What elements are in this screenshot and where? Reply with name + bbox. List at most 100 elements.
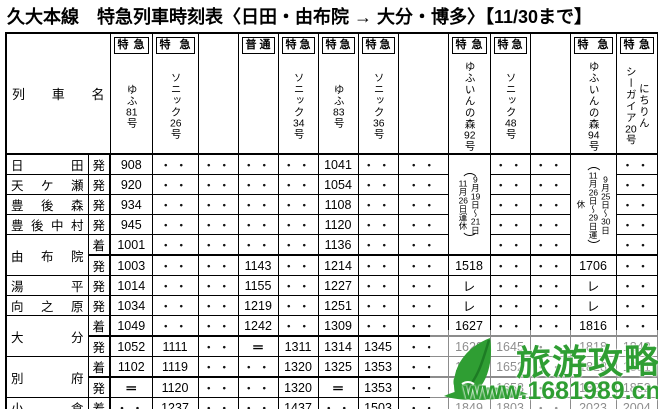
station-name: 由布院 — [11, 249, 84, 264]
timetable: 列車名特急ゆふ81号特急ソニック26号普通特急ソニック34号特急ゆふ83号特急ソ… — [5, 32, 658, 409]
time-cell: ・・ — [357, 174, 399, 195]
time-cell: ・・ — [489, 153, 531, 175]
time-cell: ・・ — [197, 153, 239, 175]
time-cell: 1003 — [109, 254, 153, 276]
train-column-header: 特急ゆふいんの森94号 — [569, 32, 617, 155]
dep-arr-marker: 着 — [87, 315, 112, 337]
time-cell: ・・ — [277, 153, 319, 175]
time-cell: 945 — [109, 214, 153, 235]
time-cell: ・・ — [529, 153, 571, 175]
station-name-cell: 豊後中村 — [5, 214, 89, 235]
train-column-header: 特急ソニック36号 — [357, 32, 399, 155]
time-cell: ・・ — [197, 214, 239, 235]
time-cell: ・・ — [489, 174, 531, 195]
time-cell: ・・ — [489, 234, 531, 256]
time-cell: ・・ — [529, 194, 571, 215]
train-name: ゆふ83号 — [332, 83, 345, 129]
time-cell: ・・ — [357, 234, 399, 256]
dep-arr-marker: 発 — [87, 254, 112, 276]
time-cell: ・・ — [357, 275, 399, 296]
time-cell: ・・ — [237, 397, 279, 409]
train-type-badge: 特急 — [113, 37, 149, 54]
time-cell: ・・ — [277, 194, 319, 215]
time-cell: ・・ — [529, 214, 571, 235]
time-cell: レ — [447, 275, 491, 296]
time-cell: ・・ — [197, 335, 239, 357]
time-cell: ・・ — [237, 356, 279, 378]
time-cell: ・・ — [397, 174, 449, 195]
train-type-badge: 普通 — [241, 37, 275, 54]
station-name: 天ケ瀬 — [11, 179, 84, 193]
time-cell: 1120 — [151, 376, 199, 398]
time-cell: ・・ — [615, 214, 658, 235]
train-column-header — [397, 32, 449, 155]
time-cell: ・・ — [615, 295, 658, 316]
time-cell: ・・ — [277, 295, 319, 316]
time-cell: 1345 — [357, 335, 399, 357]
station-row: 湯平発 1014 ・・ ・・ 1155 ・・ 1227 ・・ ・・レ・・ ・・レ・・ — [5, 275, 658, 296]
station-name-cell: 向之原 — [5, 295, 89, 316]
time-cell: ・・ — [529, 295, 571, 316]
time-cell: 1014 — [109, 275, 153, 296]
time-cell: 1052 — [109, 335, 153, 357]
time-cell: ・・ — [615, 194, 658, 215]
time-cell: ＝ — [317, 376, 359, 398]
time-cell: ・・ — [197, 234, 239, 256]
time-cell: ・・ — [277, 254, 319, 276]
time-cell: ・・ — [397, 295, 449, 316]
time-cell: 1136 — [317, 234, 359, 256]
time-cell: ・・ — [109, 397, 153, 409]
time-cell: ・・ — [489, 214, 531, 235]
time-cell: ・・ — [151, 254, 199, 276]
time-cell: ・・ — [615, 254, 658, 276]
station-name: 日田 — [11, 159, 84, 173]
time-cell: ・・ — [197, 174, 239, 195]
train-column-header: 普通 — [237, 32, 279, 155]
time-cell: 1120 — [317, 214, 359, 235]
time-cell: ・・ — [615, 275, 658, 296]
time-cell: ＝ — [109, 376, 153, 398]
time-cell: ・・ — [151, 295, 199, 316]
time-cell: ・・ — [357, 214, 399, 235]
train-type-badge: 特急 — [321, 37, 355, 54]
time-cell: ＝ — [237, 335, 279, 357]
time-cell: 1251 — [317, 295, 359, 316]
time-cell: ・・ — [237, 153, 279, 175]
time-cell: 1503 — [357, 397, 399, 409]
train-name: ソニック34号 — [292, 72, 305, 140]
train-column-header: 特急ソニック34号 — [277, 32, 319, 155]
station-name: 小倉 — [11, 402, 84, 409]
time-cell: ・・ — [615, 153, 658, 175]
time-cell: ・・ — [197, 275, 239, 296]
train-column-header: 特急ゆふ83号 — [317, 32, 359, 155]
station-name-cell: 天ケ瀬 — [5, 174, 89, 195]
time-cell: ・・ — [357, 153, 399, 175]
time-cell: ・・ — [151, 214, 199, 235]
station-row: 向之原発 1034 ・・ ・・ 1219 ・・ 1251 ・・ ・・レ・・ ・・レ・・ — [5, 295, 658, 316]
leaf-logo-icon — [444, 338, 528, 401]
time-cell: ・・ — [197, 376, 239, 398]
time-cell: ・・ — [237, 194, 279, 215]
watermark-url-text: www.1681989.cn — [463, 377, 658, 405]
time-cell: ・・ — [357, 254, 399, 276]
time-cell: ・・ — [489, 254, 531, 276]
train-type-badge: 特急 — [493, 37, 527, 54]
train-column-header: 特急ゆふ81号 — [109, 32, 153, 155]
time-cell: ・・ — [237, 214, 279, 235]
time-cell: 1325 — [317, 356, 359, 378]
train-type-badge: 特急 — [619, 37, 655, 54]
station-name: 豊後森 — [11, 199, 84, 213]
time-cell: ・・ — [357, 194, 399, 215]
time-cell: ・・ — [237, 234, 279, 256]
time-cell: ・・ — [615, 234, 658, 256]
time-cell: 908 — [109, 153, 153, 175]
time-cell: 1314 — [317, 335, 359, 357]
time-cell: ・・ — [277, 214, 319, 235]
station-name-cell: 日田 — [5, 153, 89, 175]
train-name-corner-cell: 列車名 — [5, 32, 111, 155]
timetable-title: 久大本線 特急列車時刻表〈日田・由布院 → 大分・博多〉【11/30まで】 — [7, 7, 593, 27]
dep-arr-marker: 発 — [87, 214, 112, 235]
station-name-cell: 小倉 — [5, 397, 89, 409]
time-cell: ・・ — [197, 315, 239, 337]
